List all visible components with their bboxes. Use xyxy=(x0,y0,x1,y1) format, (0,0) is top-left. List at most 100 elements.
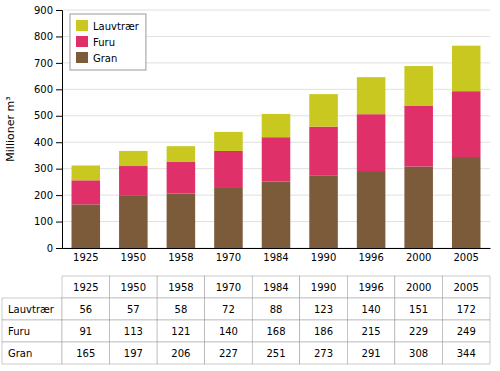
table-cell xyxy=(205,276,253,298)
y-tick: 100 xyxy=(34,216,62,227)
bar xyxy=(262,114,291,137)
table-row-label: Furu xyxy=(8,326,30,337)
y-tick-label: 800 xyxy=(34,31,53,42)
x-axis: 192519501958197019841990199620002005 xyxy=(63,249,491,264)
x-tick: 2005 xyxy=(453,252,478,263)
bar xyxy=(167,194,196,248)
table-cell xyxy=(300,298,348,320)
y-tick-mark xyxy=(56,10,62,11)
table-row-label-cell xyxy=(2,320,62,342)
x-tick-label: 1950 xyxy=(121,252,146,263)
bar xyxy=(452,157,481,248)
table-cell xyxy=(62,276,110,298)
table-header: 1984 xyxy=(263,282,288,293)
table-cell xyxy=(205,298,253,320)
table-value: 197 xyxy=(124,348,143,359)
bar xyxy=(119,151,148,166)
table-value: 344 xyxy=(457,348,476,359)
table-cell xyxy=(442,320,490,342)
table-cell xyxy=(442,342,490,364)
table-cell xyxy=(157,320,205,342)
y-tick-label: 0 xyxy=(47,243,53,254)
table: 192519501958197019841990199620002005Lauv… xyxy=(2,276,490,364)
bar xyxy=(262,182,291,248)
table-value: 206 xyxy=(171,348,190,359)
table-cell xyxy=(157,298,205,320)
bar xyxy=(214,151,243,188)
bar xyxy=(214,188,243,248)
legend-swatch xyxy=(76,52,88,63)
table-value: 113 xyxy=(124,326,143,337)
chart: 0100200300400500600700800900192519501958… xyxy=(0,0,500,371)
y-tick-label: 100 xyxy=(34,216,53,227)
table-value: 151 xyxy=(409,304,428,315)
y-tick-mark xyxy=(56,63,62,64)
bars xyxy=(72,46,481,248)
y-tick: 800 xyxy=(34,31,62,42)
table-value: 172 xyxy=(457,304,476,315)
legend-label: Gran xyxy=(93,53,117,64)
y-tick-mark xyxy=(56,195,62,196)
y-tick-mark xyxy=(56,116,62,117)
y-tick: 0 xyxy=(47,243,62,254)
x-tick-label: 1996 xyxy=(358,252,383,263)
x-tick: 1984 xyxy=(263,252,288,263)
bar xyxy=(404,106,433,167)
legend-swatch xyxy=(76,36,88,47)
bar xyxy=(309,176,338,248)
table-value: 251 xyxy=(266,348,285,359)
legend-item: Lauvtrær xyxy=(76,20,140,32)
bar xyxy=(404,66,433,106)
y-tick-label: 600 xyxy=(34,84,53,95)
table-value: 72 xyxy=(222,304,235,315)
table-cell xyxy=(395,276,443,298)
x-tick-label: 1984 xyxy=(263,252,288,263)
table-cell xyxy=(62,342,110,364)
x-tick-label: 2005 xyxy=(453,252,478,263)
y-tick-label: 400 xyxy=(34,137,53,148)
table-header: 1996 xyxy=(358,282,383,293)
bar xyxy=(452,91,481,157)
table-cell xyxy=(300,320,348,342)
y-tick-label: 700 xyxy=(34,58,53,69)
table-cell xyxy=(347,320,395,342)
y-tick-mark xyxy=(56,248,62,249)
table-cell xyxy=(62,320,110,342)
bar xyxy=(357,114,386,171)
table-value: 123 xyxy=(314,304,333,315)
y-tick: 600 xyxy=(34,84,62,95)
legend: Lauvtrær Furu Gran xyxy=(70,14,146,70)
bar-series xyxy=(72,91,481,204)
y-axis: 0100200300400500600700800900 xyxy=(34,5,63,254)
table-value: 249 xyxy=(457,326,476,337)
x-tick-label: 2000 xyxy=(406,252,431,263)
table-cell xyxy=(347,298,395,320)
table-cell xyxy=(62,298,110,320)
table-cell xyxy=(157,342,205,364)
table-value: 227 xyxy=(219,348,238,359)
x-tick: 1990 xyxy=(311,252,336,263)
bar xyxy=(72,204,101,248)
y-tick: 300 xyxy=(34,163,62,174)
table-cell xyxy=(252,342,300,364)
table-value: 186 xyxy=(314,326,333,337)
table-value: 121 xyxy=(171,326,190,337)
table-cell xyxy=(205,342,253,364)
legend-label: Lauvtrær xyxy=(93,21,140,32)
table-header: 2005 xyxy=(453,282,478,293)
bar xyxy=(119,166,148,196)
table-cell xyxy=(110,320,158,342)
table-cell xyxy=(252,320,300,342)
y-tick: 400 xyxy=(34,137,62,148)
table-cell xyxy=(395,298,443,320)
y-tick-mark xyxy=(56,142,62,143)
bar xyxy=(309,127,338,176)
table-cell xyxy=(395,320,443,342)
legend-item: Furu xyxy=(76,36,115,48)
bar xyxy=(167,146,196,161)
x-tick: 2000 xyxy=(406,252,431,263)
table-cell xyxy=(395,342,443,364)
table-cell xyxy=(442,298,490,320)
x-axis-line xyxy=(63,248,491,249)
table-row-label: Lauvtrær xyxy=(8,304,55,315)
